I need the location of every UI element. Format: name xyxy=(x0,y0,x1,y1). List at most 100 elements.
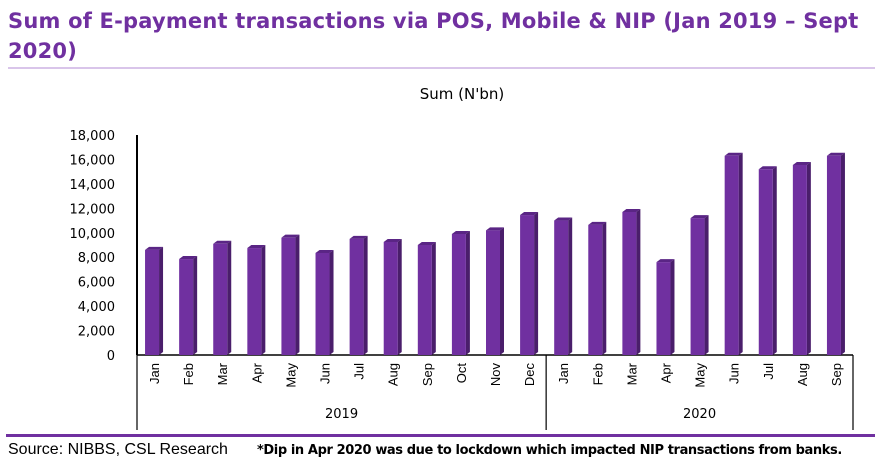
y-tick-label: 14,000 xyxy=(70,178,116,193)
bar xyxy=(247,248,262,355)
group-label: 2019 xyxy=(325,407,358,422)
bar-top xyxy=(179,256,198,260)
bar xyxy=(383,241,398,355)
bar-side xyxy=(602,221,607,355)
bar-side xyxy=(193,256,198,355)
bar-top xyxy=(588,221,607,225)
bar-side xyxy=(500,227,504,355)
bar-side xyxy=(534,212,539,355)
bar-side xyxy=(840,152,845,355)
x-tick-label: Dec xyxy=(522,363,537,387)
bar-top xyxy=(826,152,845,156)
bar-top xyxy=(145,246,164,250)
bar-top xyxy=(247,245,266,249)
bar xyxy=(315,252,330,355)
bar-side xyxy=(636,209,641,355)
bar xyxy=(622,212,637,355)
x-tick-label: Feb xyxy=(181,363,196,385)
y-tick-label: 6,000 xyxy=(78,276,115,291)
y-tick-label: 16,000 xyxy=(70,153,116,168)
bar-top xyxy=(417,242,436,245)
bar-side xyxy=(261,245,266,355)
y-tick-label: 10,000 xyxy=(70,227,116,242)
x-tick-label: Apr xyxy=(249,362,264,383)
bar-side xyxy=(738,152,743,355)
bar-top xyxy=(758,166,777,170)
bar xyxy=(826,155,841,355)
x-tick-label: Aug xyxy=(386,363,401,386)
bar xyxy=(792,164,807,355)
bar-top xyxy=(724,152,743,156)
bar xyxy=(724,155,739,355)
group-label: 2020 xyxy=(683,407,716,422)
bar-top xyxy=(315,249,334,253)
title-divider xyxy=(8,67,875,69)
x-tick-label: Jul xyxy=(352,363,367,380)
bar xyxy=(690,218,705,355)
bar xyxy=(451,234,466,355)
bar-side xyxy=(431,242,436,355)
footnote: *Dip in Apr 2020 was due to lockdown whi… xyxy=(257,443,842,458)
bar-side xyxy=(329,249,334,355)
source-divider xyxy=(6,434,875,437)
chart-title: Sum (N'bn) xyxy=(420,85,505,103)
page-title: Sum of E-payment transactions via POS, M… xyxy=(8,9,859,63)
bar-side xyxy=(670,259,675,355)
bar-top xyxy=(281,234,300,238)
source-text: Source: NIBBS, CSL Research xyxy=(8,441,228,458)
bar-side xyxy=(568,217,573,355)
bar xyxy=(179,259,194,355)
y-tick-label: 18,000 xyxy=(70,129,116,144)
bar-side xyxy=(363,235,368,355)
bar-side xyxy=(772,166,777,355)
y-tick-label: 2,000 xyxy=(78,325,115,340)
bar-top xyxy=(451,231,470,234)
bar-top xyxy=(520,212,539,216)
bar xyxy=(656,262,671,355)
bar xyxy=(486,230,500,355)
x-tick-label: Jun xyxy=(318,363,333,384)
x-tick-label: Nov xyxy=(488,363,503,387)
bar-top xyxy=(792,161,811,165)
x-tick-label: Sep xyxy=(420,363,435,386)
y-tick-label: 0 xyxy=(107,349,115,364)
x-tick-label: Mar xyxy=(624,362,639,385)
y-tick-label: 8,000 xyxy=(78,251,115,266)
x-tick-label: Mar xyxy=(215,362,230,385)
bar xyxy=(349,238,364,355)
bar-side xyxy=(806,161,811,355)
x-tick-label: Jul xyxy=(761,363,776,380)
bar-top xyxy=(690,215,709,219)
x-tick-label: Sep xyxy=(829,363,844,386)
bar-side xyxy=(159,246,164,355)
x-tick-label: Apr xyxy=(658,362,673,383)
bar-top xyxy=(349,235,368,239)
x-tick-label: Oct xyxy=(454,363,469,384)
bar-side xyxy=(704,215,709,355)
bar-top xyxy=(622,209,641,212)
bar-side xyxy=(465,231,470,355)
bar-side xyxy=(295,234,300,355)
bar-top xyxy=(383,238,402,242)
x-tick-label: Jun xyxy=(727,363,742,384)
bar-top xyxy=(656,259,675,263)
bar xyxy=(554,220,569,355)
bar-top xyxy=(213,240,232,244)
bar-side xyxy=(397,238,402,355)
bar xyxy=(520,215,535,355)
bar-top xyxy=(554,217,573,221)
bar xyxy=(213,243,228,355)
bar xyxy=(281,237,296,355)
bar-top xyxy=(486,227,504,231)
x-tick-label: Feb xyxy=(590,363,605,385)
x-tick-label: Jan xyxy=(147,363,162,384)
x-tick-label: Aug xyxy=(795,363,810,386)
y-tick-label: 12,000 xyxy=(70,202,116,217)
bar-chart: Sum (N'bn) 0 2,000 4,000 6,000 8,000 10,000 12,… xyxy=(70,85,854,430)
x-tick-label: Jan xyxy=(556,363,571,384)
bar xyxy=(758,169,773,355)
bar-side xyxy=(227,240,232,355)
bar xyxy=(145,249,160,355)
x-tick-label: May xyxy=(693,363,708,388)
